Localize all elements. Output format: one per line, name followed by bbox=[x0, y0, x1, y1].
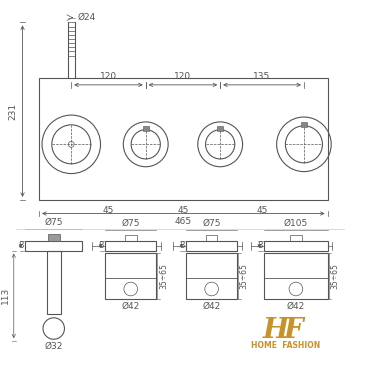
Text: F: F bbox=[284, 317, 304, 344]
Text: 35÷65: 35÷65 bbox=[331, 263, 339, 289]
Bar bbox=[206, 235, 218, 241]
Text: 135: 135 bbox=[254, 72, 271, 81]
Text: 8: 8 bbox=[98, 241, 103, 250]
Text: 113: 113 bbox=[1, 287, 10, 305]
Text: 35÷65: 35÷65 bbox=[159, 263, 168, 289]
Text: 45: 45 bbox=[257, 206, 268, 215]
Bar bbox=[290, 235, 302, 241]
Text: 465: 465 bbox=[175, 217, 192, 227]
Bar bbox=[186, 241, 237, 250]
Bar bbox=[48, 234, 59, 241]
Bar bbox=[125, 235, 137, 241]
Text: Ø75: Ø75 bbox=[44, 218, 63, 227]
Text: HOME  FASHION: HOME FASHION bbox=[251, 340, 320, 349]
Text: Ø75: Ø75 bbox=[202, 219, 221, 228]
Text: Ø42: Ø42 bbox=[121, 302, 140, 311]
Bar bbox=[25, 241, 82, 250]
Bar bbox=[105, 241, 156, 250]
Bar bbox=[143, 126, 149, 131]
Text: 8: 8 bbox=[257, 241, 262, 250]
Text: Ø105: Ø105 bbox=[284, 219, 308, 228]
Text: 8: 8 bbox=[18, 241, 23, 250]
Text: 231: 231 bbox=[9, 103, 18, 120]
Bar bbox=[264, 241, 328, 250]
Text: Ø75: Ø75 bbox=[121, 219, 140, 228]
Bar bbox=[39, 78, 328, 200]
Bar bbox=[217, 126, 223, 131]
Text: 8: 8 bbox=[179, 241, 184, 250]
Bar bbox=[105, 252, 156, 299]
Text: 35÷65: 35÷65 bbox=[240, 263, 249, 289]
Text: 45: 45 bbox=[177, 206, 189, 215]
Text: Ø32: Ø32 bbox=[44, 342, 63, 351]
Text: Ø42: Ø42 bbox=[287, 302, 305, 311]
Text: Ø42: Ø42 bbox=[203, 302, 221, 311]
Text: 120: 120 bbox=[174, 72, 192, 81]
Text: Ø24: Ø24 bbox=[77, 13, 96, 22]
Bar bbox=[301, 122, 307, 127]
Bar bbox=[186, 252, 237, 299]
Text: H: H bbox=[263, 317, 289, 344]
Text: 45: 45 bbox=[103, 206, 114, 215]
Bar bbox=[47, 250, 61, 314]
Bar bbox=[264, 252, 328, 299]
Text: 120: 120 bbox=[100, 72, 117, 81]
